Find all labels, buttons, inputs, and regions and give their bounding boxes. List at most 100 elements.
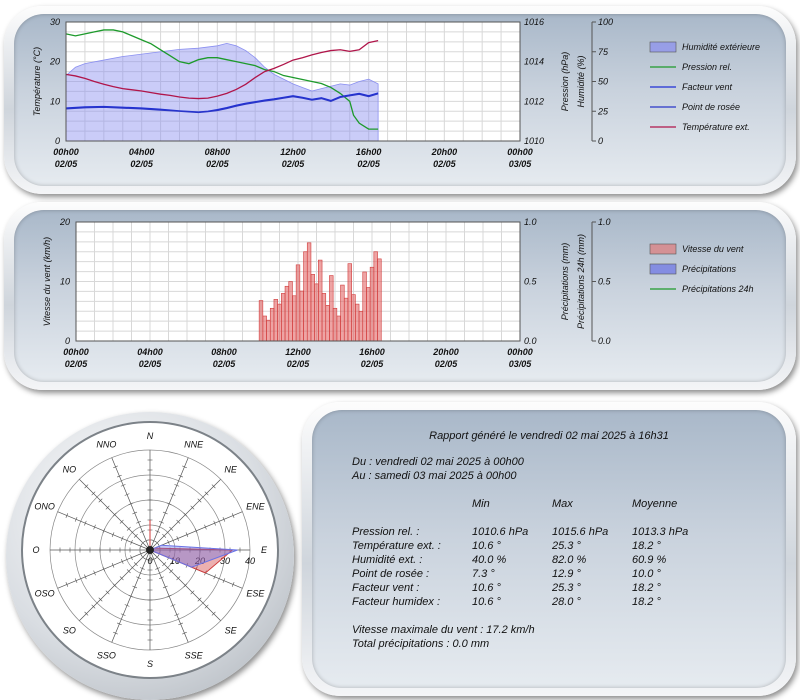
wind-rose-direction-label: E <box>261 545 268 555</box>
weather-chart: 0 10 20 30 Température (°C) 1010 1012 1014 1016 P… <box>32 17 760 169</box>
y-tick-label-right-2: 50 <box>598 77 608 87</box>
wind-rose-tick <box>211 484 216 489</box>
wind-rose-tick <box>162 511 168 515</box>
wind-bar <box>362 271 367 342</box>
wind-rose-tick <box>112 512 117 517</box>
wind-rose-tick <box>162 562 167 567</box>
wind-rose-tick <box>213 574 216 580</box>
wind-rose-tick <box>74 516 78 522</box>
report-row-avg: 18.2 ° <box>632 596 661 608</box>
wind-rose-tick <box>133 562 138 567</box>
legend-label: Humidité extérieure <box>682 42 760 52</box>
wind-rose-tick <box>111 562 115 568</box>
report-row-min: 7.3 ° <box>472 568 495 580</box>
wind-bar <box>355 303 360 342</box>
wind-bar <box>266 319 271 342</box>
wind-rose-direction-label: OSO <box>35 589 55 599</box>
legend-label: Pression rel. <box>682 62 732 72</box>
wind-rose-tick <box>84 574 87 580</box>
x-tick-date: 02/05 <box>287 359 311 369</box>
x-tick-time: 16h00 <box>356 147 382 157</box>
wind-bar <box>281 293 286 342</box>
wind-rose-tick <box>91 491 96 496</box>
wind-rose-tick <box>65 582 69 587</box>
wind-rose-tick <box>139 567 145 570</box>
x-tick-time: 04h00 <box>129 147 155 157</box>
wind-rose-tick <box>121 536 124 541</box>
report-title: Rapport généré le vendredi 02 mai 2025 à… <box>429 430 669 442</box>
wind-rose-tick <box>170 604 176 607</box>
wind-bar <box>262 315 267 342</box>
wind-rose-tick <box>167 539 170 545</box>
wind-bar <box>273 299 278 342</box>
wind-rose-tick <box>182 465 187 469</box>
x-tick-time: 08h00 <box>211 347 237 357</box>
wind-bar <box>314 283 319 342</box>
x-tick-time: 08h00 <box>205 147 231 157</box>
report-row-label: Point de rosée : <box>352 568 430 580</box>
wind-bar <box>284 285 290 342</box>
wind-rose-tick <box>143 539 149 542</box>
y-tick-label-right-2: 0.0 <box>598 336 611 346</box>
report-row-min: 10.6 ° <box>472 540 501 552</box>
wind-rose-tick <box>124 604 130 607</box>
wind-rose-direction-label: SSO <box>97 650 116 660</box>
wind-rose-tick <box>139 530 145 533</box>
x-tick-time: 12h00 <box>285 347 311 357</box>
x-tick-time: 16h00 <box>359 347 385 357</box>
wind-bar <box>325 305 330 342</box>
wind-rose-tick <box>98 597 103 602</box>
wind-rose-tick <box>120 613 126 616</box>
x-tick-date: 02/05 <box>65 359 89 369</box>
report-row-label: Pression rel. : <box>352 526 420 538</box>
report-row-label: Température ext. : <box>352 540 441 552</box>
legend-label: Facteur vent <box>682 82 733 92</box>
wind-rose-tick <box>166 594 172 598</box>
wind-rose-tick <box>102 566 106 572</box>
wind-rose-direction-label: O <box>32 545 39 555</box>
wind-rose-tick <box>105 505 110 510</box>
y-tick-label-right: 1010 <box>524 136 544 146</box>
wind-rose-tick <box>116 474 122 478</box>
x-tick-date: 02/05 <box>357 159 381 169</box>
report-row-avg: 10.0 ° <box>632 568 661 580</box>
wind-rose-tick <box>204 491 209 496</box>
legend-label: Précipitations <box>682 264 737 274</box>
wind-bar <box>369 266 375 342</box>
wind-rose-direction-label: NE <box>224 464 237 474</box>
y-tick-label-left: 10 <box>60 277 70 287</box>
x-tick-date: 02/05 <box>213 359 237 369</box>
wind-rose-direction-label: S <box>147 659 153 669</box>
wind-rose-tick <box>182 631 187 635</box>
wind-rose-center <box>146 546 154 554</box>
y-tick-label-right: 0.5 <box>524 277 538 287</box>
wind-rose-tick <box>132 585 138 589</box>
wind-rose-direction-label: NNO <box>96 440 116 450</box>
legend-swatch <box>649 41 677 53</box>
wind-rose-radial-label: 0 <box>147 556 152 566</box>
wind-rose-tick <box>170 493 176 496</box>
wind-bar <box>377 258 382 342</box>
x-tick-date: 03/05 <box>509 159 533 169</box>
wind-bar <box>277 303 282 342</box>
y-tick-label-right-2: 100 <box>598 17 613 27</box>
wind-rose-tick <box>136 576 141 579</box>
report-header-min: Min <box>472 498 490 510</box>
wind-bar <box>336 315 341 342</box>
x-tick-time: 12h00 <box>280 147 306 157</box>
report-panel: Rapport généré le vendredi 02 mai 2025 à… <box>302 402 796 696</box>
y-tick-label-right-2: 0 <box>598 136 603 146</box>
wind-rose-tick <box>194 528 198 534</box>
wind-rose-tick <box>136 521 141 524</box>
wind-rose-tick <box>222 578 226 584</box>
x-tick-date: 02/05 <box>206 159 230 169</box>
wind-rose-tick <box>111 532 115 538</box>
wind-rose-tick <box>204 524 207 530</box>
y-tick-label-right-2: 1.0 <box>598 217 611 227</box>
y-tick-label-right-2: 75 <box>598 47 609 57</box>
report-row-max: 12.9 ° <box>552 568 581 580</box>
y-tick-label-right-2: 0.5 <box>598 277 612 287</box>
report-row-max: 25.3 ° <box>552 540 581 552</box>
x-tick-time: 00h00 <box>507 147 533 157</box>
x-tick-time: 20h00 <box>432 347 459 357</box>
